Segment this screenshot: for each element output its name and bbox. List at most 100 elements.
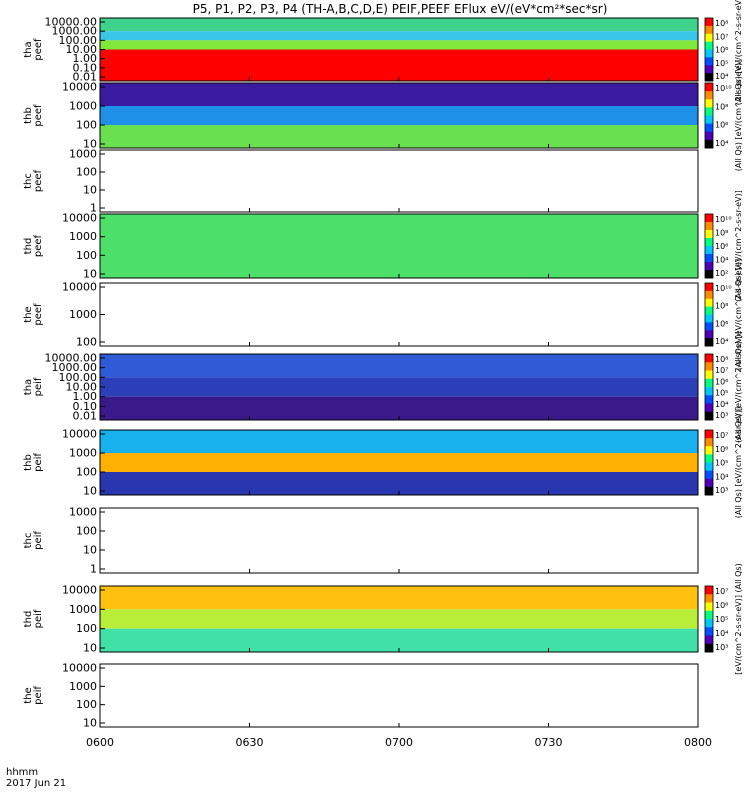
colorbar-label: (All Qs) [eV/(cm^2-s-sr-eV)]	[734, 60, 743, 171]
colorbar-tick-label: 10⁷	[715, 366, 728, 375]
y-tick-label: 100	[76, 249, 97, 262]
y-tick-label: 1	[90, 563, 97, 576]
colorbar-segment	[705, 387, 713, 396]
colorbar-segment	[705, 262, 713, 271]
colorbar-segment	[705, 619, 713, 628]
colorbar-tick-label: 10⁶	[715, 445, 728, 454]
colorbar-segment	[705, 586, 713, 595]
colorbar-segment	[705, 107, 713, 116]
time-tick-label: 0630	[236, 736, 264, 749]
colorbar-segment	[705, 306, 713, 315]
y-tick-label: 10	[83, 184, 97, 197]
colorbar-frame	[704, 213, 714, 279]
colorbar-tick-label: 10⁸	[715, 229, 728, 238]
colorbar-segment	[705, 438, 713, 447]
y-tick-label: 10.00	[66, 381, 98, 394]
colorbar-tick-label: 10⁶	[715, 377, 728, 386]
y-tick-label: 10.00	[66, 43, 98, 56]
colorbar-segment	[705, 254, 713, 263]
y-tick-label: 1000	[69, 230, 97, 243]
colorbar-segment	[705, 314, 713, 323]
colorbar-segment	[705, 594, 713, 603]
y-tick-label: 10000	[62, 428, 97, 441]
colorbar-tick-label: 10²	[715, 269, 728, 278]
colorbar-tick-label: 10³	[715, 643, 728, 652]
colorbar-segment	[705, 462, 713, 472]
y-tick-label: 100	[76, 525, 97, 538]
colorbar-frame	[704, 17, 714, 82]
colorbar-segment	[705, 131, 713, 141]
panel-ylabel-probe: thc	[23, 533, 34, 549]
colorbar-segment	[705, 91, 713, 100]
y-tick-label: 0.10	[73, 61, 98, 74]
panel-ylabel-quantity: peef	[33, 169, 44, 192]
time-tick-label: 0600	[86, 736, 114, 749]
y-tick-label: 1000	[69, 308, 97, 321]
panel-ylabel-probe: thb	[23, 107, 34, 124]
y-tick-label: 1000	[69, 148, 97, 161]
spectrogram-band	[100, 377, 698, 397]
panel-thc-peef: 1000 100 10 1 thc peef	[23, 148, 699, 215]
panel-thc-peif: 1000 100 10 1 thc peif	[23, 506, 699, 576]
y-tick-label: 0.01	[73, 71, 98, 84]
y-tick-label: 10000	[62, 281, 97, 294]
colorbar-tick-label: 10⁷	[715, 431, 728, 440]
y-tick-label: 100.00	[59, 34, 98, 47]
colorbar-frame	[704, 585, 714, 653]
colorbar-tick-label: 10⁸	[715, 355, 728, 364]
colorbar-segment	[705, 610, 713, 620]
y-tick-label: 1.00	[73, 52, 98, 65]
colorbar-tick-label: 10⁶	[715, 601, 728, 610]
colorbar-segment	[705, 627, 713, 636]
panel-ylabel-probe: tha	[23, 379, 34, 395]
spectrogram-band	[100, 83, 698, 106]
spectrogram-band	[100, 586, 698, 610]
y-tick-label: 100.00	[59, 371, 98, 384]
y-tick-label: 100	[76, 336, 97, 349]
colorbar-tick-label: 10⁶	[715, 242, 728, 251]
y-tick-label: 10	[83, 642, 97, 655]
colorbar-segment	[705, 73, 713, 82]
colorbar-segment	[705, 25, 713, 35]
colorbar-label: (All Qs) [eV/(cm^2-s-sr-eV)]	[734, 331, 743, 442]
colorbar-frame	[704, 82, 714, 149]
time-axis-label: hhmm	[6, 767, 38, 778]
panel-thd-peif: 10000 1000 100 10 thd peif 10⁷ 10⁶ 10⁵ 10⁴ 10³ [eV/…	[23, 563, 743, 674]
colorbar-tick-label: 10⁸	[715, 19, 728, 28]
colorbar-segment	[705, 330, 713, 339]
colorbar-segment	[705, 643, 713, 653]
colorbar-segment	[705, 222, 713, 231]
y-tick-label: 1000	[69, 100, 97, 113]
colorbar-segment	[705, 238, 713, 247]
colorbar-segment	[705, 57, 713, 66]
spectrogram-band	[100, 49, 698, 81]
colorbar-segment	[705, 430, 713, 439]
spectrogram-band	[100, 628, 698, 652]
colorbar-segment	[705, 446, 713, 455]
colorbar-frame	[704, 429, 714, 496]
panel-ylabel-probe: thd	[23, 238, 34, 255]
y-tick-label: 10	[83, 268, 97, 281]
spectrogram-band	[100, 396, 698, 420]
colorbar-segment	[705, 354, 713, 363]
colorbar-segment	[705, 395, 713, 404]
colorbar-frame	[704, 353, 714, 421]
colorbar-segment	[705, 83, 713, 92]
colorbar-segment	[705, 41, 713, 50]
y-tick-label: 1000	[69, 680, 97, 693]
colorbar-tick-label: 10⁴	[715, 629, 728, 638]
colorbar-tick-label: 10⁴	[715, 72, 728, 81]
colorbar-tick-label: 10⁸	[715, 302, 728, 311]
y-tick-label: 1000.00	[52, 25, 98, 38]
y-tick-label: 10000.00	[45, 352, 98, 365]
time-axis-date: 2017 Jun 21	[6, 778, 66, 789]
panel-the-peef: 10000 1000 100 the peef 10¹⁰ 10⁸ 10⁶ 10⁴ (All Qs)…	[23, 259, 743, 370]
y-tick-label: 100	[76, 119, 97, 132]
y-tick-label: 10000	[62, 584, 97, 597]
spectrogram-band	[100, 31, 698, 41]
panel-ylabel-quantity: peef	[33, 234, 44, 257]
y-tick-label: 100	[76, 698, 97, 711]
y-tick-label: 1000	[69, 447, 97, 460]
panel-thd-peef: 10000 1000 100 10 thd peef 10¹⁰ 10⁸ 10⁶ 10⁴ 10² (Al…	[23, 190, 743, 301]
